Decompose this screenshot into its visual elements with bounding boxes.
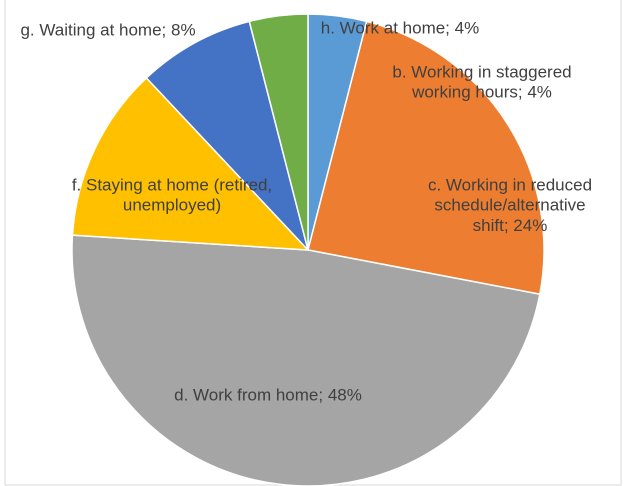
pie-slice (248, 13, 309, 251)
data-label: c. Working in reduced schedule/alternativ… (428, 175, 592, 235)
pie-slice (307, 20, 545, 296)
pie-slice (71, 76, 310, 251)
data-label: b. Working in staggered working hours; 4% (392, 62, 571, 101)
pie-slice (71, 234, 541, 486)
data-label: g. Waiting at home; 8% (20, 20, 195, 39)
pie-slice (145, 20, 309, 251)
data-label: f. Staying at home (retired, unemployed) (72, 175, 272, 214)
data-label: d. Work from home; 48% (174, 385, 362, 404)
data-label: h. Work at home; 4% (321, 18, 479, 37)
